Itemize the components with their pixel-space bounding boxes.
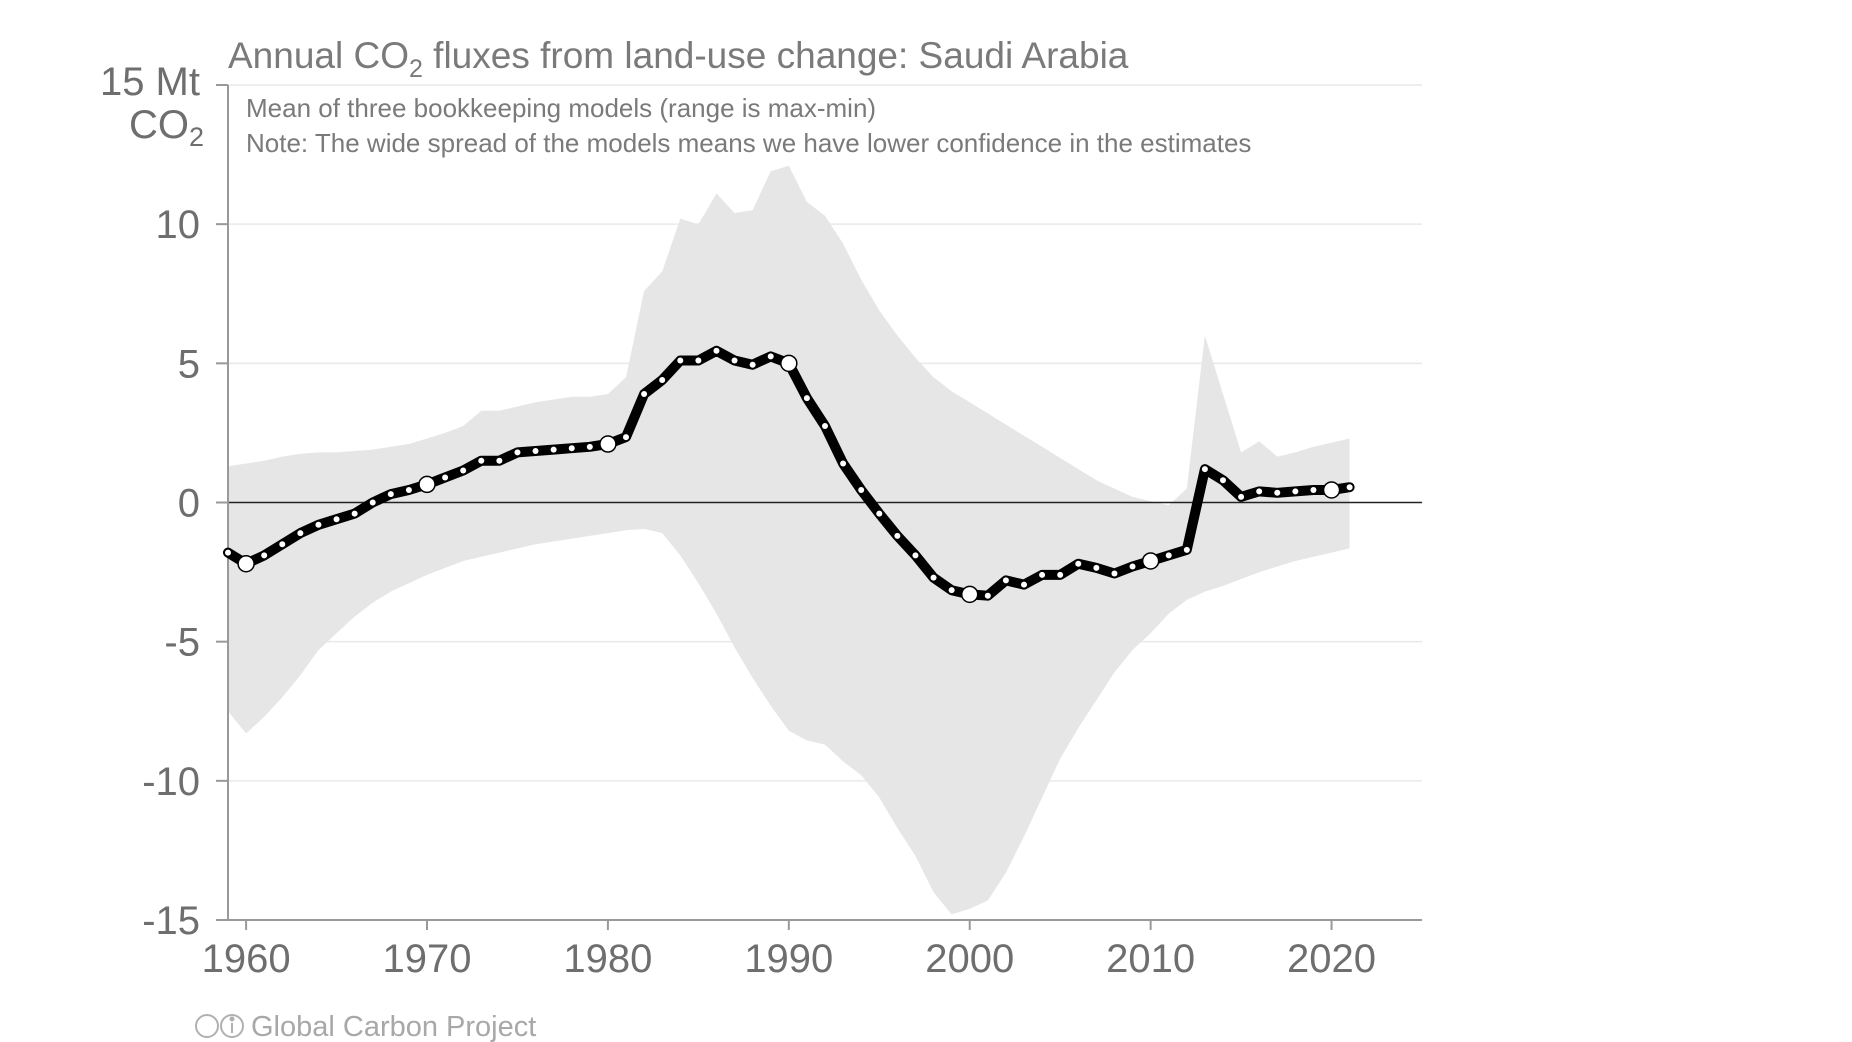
data-point: [731, 357, 738, 364]
data-point: [1002, 577, 1009, 584]
data-point: [749, 361, 756, 368]
y-tick-label: 10: [156, 203, 201, 247]
data-point: [1093, 564, 1100, 571]
data-point: [586, 443, 593, 450]
data-point: [442, 474, 449, 481]
y-unit-line2: CO2: [129, 103, 204, 152]
data-point: [351, 510, 358, 517]
data-point: [822, 422, 828, 429]
data-point: [1183, 546, 1190, 553]
data-point: [1057, 571, 1064, 578]
data-point: [659, 377, 666, 384]
data-point: [460, 467, 467, 474]
credit: Global Carbon Project: [251, 1011, 536, 1042]
model-range-band: [228, 165, 1350, 915]
data-point-highlight: [599, 435, 617, 453]
data-point: [623, 434, 629, 441]
data-point: [1346, 484, 1353, 491]
data-point: [279, 541, 286, 548]
data-point: [568, 445, 575, 452]
data-point-highlight: [780, 354, 798, 373]
y-tick-label: 0: [178, 482, 200, 526]
data-point-highlight: [960, 585, 979, 604]
y-tick-label: -5: [164, 621, 200, 665]
data-point: [369, 499, 376, 506]
data-point: [1238, 493, 1245, 500]
x-ticks: 1960 1970 1980 1990 2000 2010 2020: [202, 920, 1376, 981]
data-point: [1274, 489, 1281, 496]
y-tick-label: 5: [178, 342, 200, 386]
x-tick-label: 1970: [383, 937, 472, 981]
data-point: [858, 486, 865, 493]
y-tick-label: -15: [142, 899, 200, 943]
data-point: [1310, 486, 1317, 493]
data-point: [1111, 570, 1118, 577]
data-point: [1021, 581, 1027, 588]
data-point: [496, 457, 503, 464]
data-point: [1129, 563, 1136, 570]
x-tick-label: 2020: [1287, 937, 1376, 981]
data-point-highlight: [1322, 481, 1341, 499]
data-point: [405, 486, 412, 493]
data-point: [1220, 477, 1226, 484]
data-point: [948, 587, 955, 594]
data-point: [840, 460, 847, 467]
data-point: [225, 549, 231, 556]
chart-title: Annual CO2 fluxes from land-use change: …: [228, 35, 1129, 83]
x-tick-label: 1980: [563, 937, 652, 981]
subtitle-mean: Mean of three bookkeeping models (range …: [246, 93, 876, 123]
x-tick-label: 2000: [925, 937, 1014, 981]
data-point: [478, 457, 485, 464]
subtitle-note: Note: The wide spread of the models mean…: [246, 128, 1251, 158]
data-point: [514, 449, 521, 456]
data-point: [333, 516, 340, 523]
data-point: [1292, 488, 1299, 495]
data-point: [550, 446, 557, 453]
data-point-highlight: [418, 475, 436, 494]
data-point-highlight: [237, 554, 255, 573]
data-point: [641, 390, 648, 397]
data-point: [912, 552, 919, 559]
data-point: [1165, 552, 1172, 559]
data-point: [930, 574, 937, 581]
data-point: [297, 530, 304, 537]
x-tick-label: 1960: [202, 937, 291, 981]
data-point: [876, 510, 883, 517]
y-ticks: 10 5 0 -5 -10 -15: [142, 84, 228, 943]
data-point-highlight: [1141, 552, 1160, 570]
x-tick-label: 1990: [744, 937, 833, 981]
cc-license-icon: [195, 1014, 244, 1038]
data-point: [803, 395, 810, 402]
data-point: [984, 592, 991, 599]
data-point: [713, 347, 720, 354]
data-points: [225, 347, 1353, 604]
data-point: [1039, 571, 1046, 578]
data-point: [261, 552, 268, 559]
data-point: [767, 353, 774, 360]
y-unit-line1: 15 Mt: [100, 60, 200, 104]
data-point: [315, 521, 322, 528]
data-point: [1075, 560, 1082, 567]
y-tick-label: -10: [142, 760, 200, 804]
data-point: [387, 491, 394, 498]
data-point: [695, 357, 702, 364]
x-tick-label: 2010: [1106, 937, 1195, 981]
data-point: [894, 532, 901, 539]
data-point: [1201, 466, 1208, 473]
data-point: [677, 357, 684, 364]
data-point: [532, 448, 539, 455]
data-point: [1256, 488, 1263, 495]
